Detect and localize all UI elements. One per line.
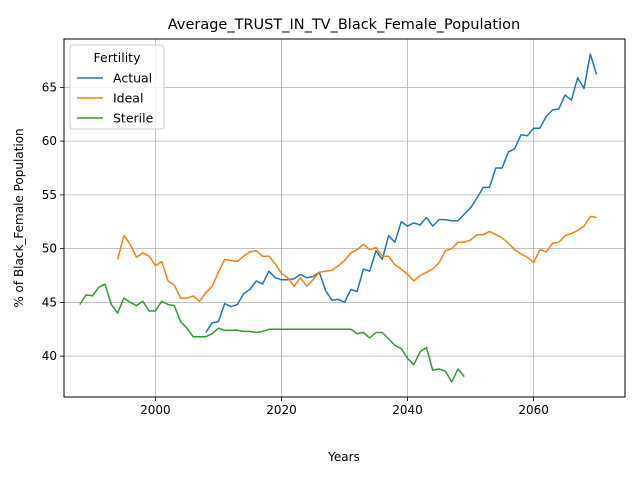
y-tick-label: 65: [42, 80, 57, 94]
legend-box: [69, 44, 165, 130]
chart-title: Average_TRUST_IN_TV_Black_Female_Populat…: [168, 17, 520, 33]
y-tick-label: 55: [42, 188, 57, 202]
y-axis-label: % of Black_Female Population: [12, 128, 26, 307]
legend-label-ideal: Ideal: [113, 91, 143, 106]
legend-title: Fertility: [94, 50, 142, 65]
legend-label-sterile: Sterile: [113, 111, 154, 126]
series-line-sterile: [79, 283, 465, 383]
x-axis-label: Years: [327, 450, 360, 464]
x-tick-label: 2060: [518, 403, 549, 417]
y-tick-label: 45: [42, 295, 57, 309]
y-tick-label: 60: [42, 134, 57, 148]
axis-ticks: 2000 2020 2040 2060 40 45 50 55 60 65: [42, 80, 549, 417]
y-tick-label: 40: [42, 349, 57, 363]
series-line-actual: [205, 53, 598, 333]
x-tick-label: 2000: [140, 403, 171, 417]
series-layer: [79, 53, 598, 383]
series-line-ideal: [116, 215, 597, 303]
legend-label-actual: Actual: [113, 71, 152, 86]
x-tick-label: 2040: [392, 403, 423, 417]
legend: Fertility Actual Ideal Sterile: [69, 44, 165, 130]
y-tick-label: 50: [42, 242, 57, 256]
plot-frame: [63, 38, 626, 398]
x-tick-label: 2020: [266, 403, 297, 417]
